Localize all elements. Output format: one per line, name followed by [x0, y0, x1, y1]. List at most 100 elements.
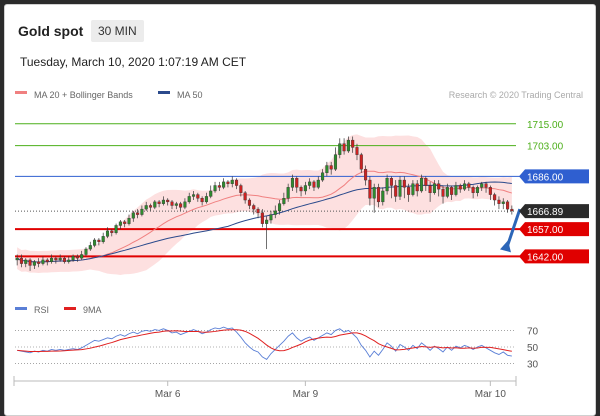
candle — [183, 198, 187, 210]
candle-body — [41, 259, 45, 264]
candle — [321, 169, 325, 182]
candle — [372, 183, 376, 213]
candle — [136, 209, 140, 219]
candle — [295, 176, 299, 193]
x-tick-label: Mar 10 — [475, 389, 507, 400]
ma50-legend-label: MA 50 — [177, 90, 203, 100]
ma9-legend-label: 9MA — [83, 305, 102, 315]
candle — [269, 210, 273, 224]
candle-body — [355, 147, 359, 155]
candle — [58, 254, 62, 262]
candle-body — [333, 154, 338, 170]
candle-body — [148, 205, 153, 208]
candle-body — [316, 179, 320, 188]
candle-body — [256, 208, 260, 213]
forecast-arrow-head — [500, 240, 511, 253]
candle-body — [166, 199, 170, 203]
candle-body — [260, 212, 264, 224]
candle-body — [441, 188, 445, 197]
candle — [222, 178, 226, 190]
candle — [88, 241, 92, 251]
level-label-1715.00: 1715.00 — [527, 120, 564, 131]
timestamp: Tuesday, March 10, 2020 1:07:19 AM CET — [20, 55, 247, 69]
candle — [398, 176, 402, 201]
candle-body — [247, 199, 251, 206]
candle-body — [282, 198, 286, 204]
candle — [144, 201, 148, 211]
ma20-legend-label: MA 20 + Bollinger Bands — [34, 90, 133, 100]
candle-body — [15, 257, 19, 261]
candle-body — [93, 239, 97, 246]
candle — [484, 181, 488, 193]
candle-body — [458, 185, 462, 190]
candle-body — [381, 190, 385, 203]
candle — [101, 232, 105, 244]
candle — [501, 198, 505, 210]
candle — [148, 203, 153, 211]
candle-body — [105, 230, 110, 237]
candle-body — [398, 179, 402, 197]
candle-body — [88, 245, 92, 250]
candle — [110, 229, 114, 237]
candle-body — [200, 198, 204, 203]
candle-body — [239, 185, 243, 193]
candle-body — [497, 199, 501, 204]
candle — [402, 176, 406, 199]
candle-body — [204, 196, 208, 203]
candle-body — [222, 181, 226, 188]
x-tick-label: Mar 6 — [155, 389, 181, 400]
candle — [428, 181, 432, 202]
candle-body — [50, 257, 54, 262]
candle-body — [424, 178, 428, 186]
candle — [303, 181, 307, 195]
candle — [359, 152, 363, 173]
candle-body — [153, 201, 157, 208]
candle — [355, 143, 359, 161]
candle — [161, 196, 165, 206]
level-label-1642.00: 1642.00 — [527, 252, 564, 263]
candle — [467, 181, 471, 191]
candle — [342, 138, 346, 155]
rsi-level-label: 50 — [527, 343, 539, 354]
candle-body — [312, 181, 316, 188]
candle-body — [428, 185, 432, 193]
ma50-legend-swatch — [158, 91, 170, 94]
candle — [368, 176, 372, 206]
candle — [308, 178, 312, 190]
candle-body — [493, 194, 497, 201]
candle — [450, 185, 454, 201]
candle — [510, 205, 514, 215]
candle — [411, 180, 415, 197]
candle-body — [179, 203, 183, 208]
level-label-1666.89: 1666.89 — [527, 207, 564, 218]
candle — [140, 205, 144, 217]
candle — [41, 256, 45, 266]
candle — [200, 196, 204, 206]
candle — [493, 192, 497, 206]
candle-body — [299, 187, 303, 192]
level-tag-1686.00 — [519, 169, 589, 184]
candle-body — [226, 181, 230, 184]
candle-body — [467, 183, 471, 188]
candle — [338, 138, 342, 159]
timeframe-badge[interactable]: 30 MIN — [91, 20, 144, 42]
rsi-line — [17, 326, 512, 361]
candle — [191, 190, 196, 201]
candle — [80, 250, 84, 260]
candle — [196, 192, 200, 202]
candle — [97, 238, 101, 246]
candle — [166, 198, 170, 206]
candle-body — [394, 185, 398, 197]
forecast-arrow-shaft — [505, 208, 522, 248]
candle-body — [118, 221, 122, 226]
candle — [118, 220, 122, 230]
level-tag-1642.00 — [519, 249, 589, 264]
candle — [424, 176, 428, 191]
candle-body — [80, 254, 84, 259]
candle — [286, 183, 290, 202]
candle-body — [437, 183, 441, 190]
candle-body — [19, 257, 23, 264]
level-label-1686.00: 1686.00 — [527, 172, 564, 183]
candle-body — [338, 143, 342, 155]
